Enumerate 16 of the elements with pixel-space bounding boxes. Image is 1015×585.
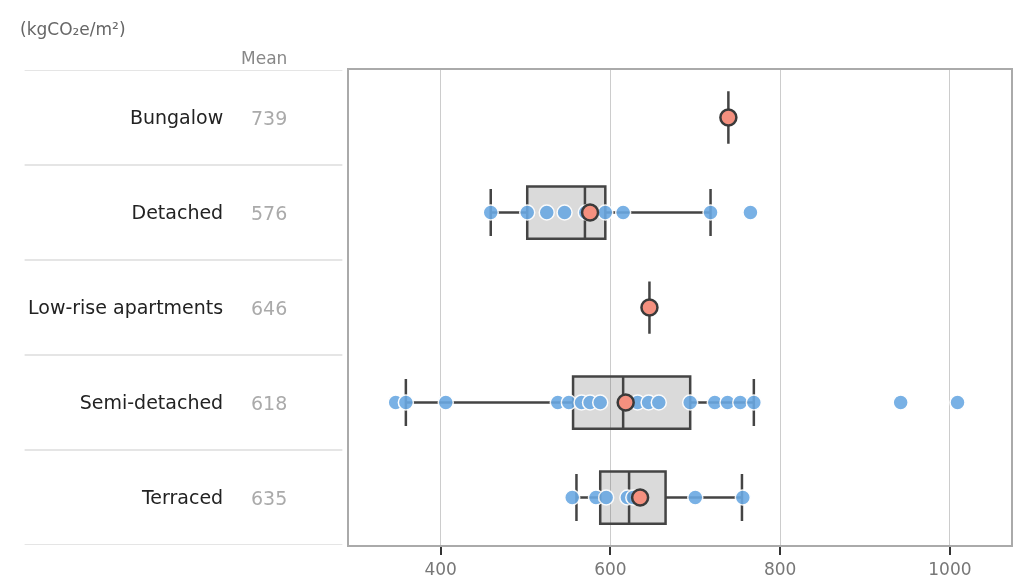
x-tick-label: 600 xyxy=(594,559,627,580)
text: Mean xyxy=(241,48,288,68)
y-tick-label: Detached xyxy=(131,201,224,224)
y-tick-label: Semi-detached xyxy=(79,391,224,414)
data-label: 576 xyxy=(251,202,288,224)
x-tick-label: 800 xyxy=(763,559,797,580)
data-label: 646 xyxy=(251,297,288,319)
y-tick-label: Bungalow xyxy=(129,106,224,129)
data-label: 635 xyxy=(251,487,288,509)
data-label: 618 xyxy=(251,392,288,414)
x-tick-label: 400 xyxy=(424,559,457,580)
y-tick-label: Low-rise apartments xyxy=(28,296,224,319)
data-label: 739 xyxy=(251,107,288,129)
x-tick-label: 1000 xyxy=(928,559,972,580)
y-tick-label: Terraced xyxy=(141,486,224,509)
x-axis-title: (kgCO₂e/m²) xyxy=(20,19,126,39)
